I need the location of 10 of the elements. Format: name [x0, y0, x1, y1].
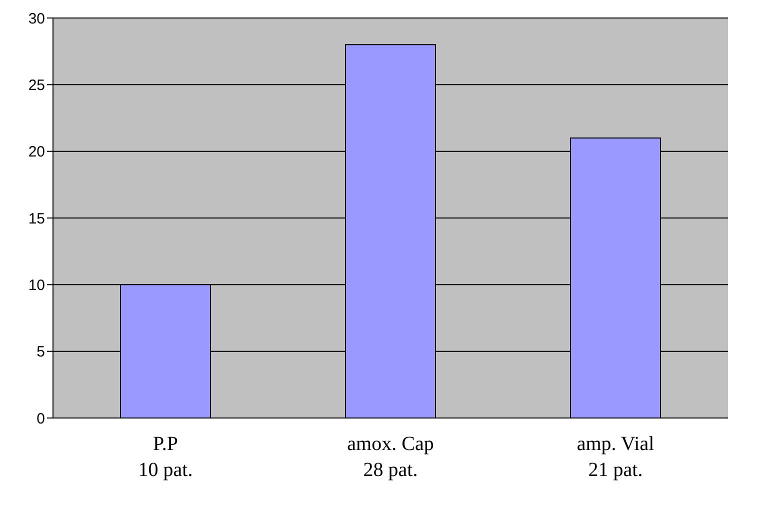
x-tick-label: P.P 10 pat.: [138, 433, 193, 481]
y-tick-label: 5: [36, 344, 45, 361]
y-tick-label: 0: [36, 410, 45, 428]
y-tick-label: 15: [28, 210, 45, 228]
y-tick-label: 25: [28, 76, 45, 94]
x-tick-label: amox. Cap 28 pat.: [347, 433, 434, 481]
x-tick-label: amp. Vial 21 pat.: [576, 433, 655, 481]
y-tick-label: 10: [28, 276, 45, 294]
y-tick-label: 30: [28, 10, 45, 28]
y-tick-label: 20: [28, 144, 45, 161]
